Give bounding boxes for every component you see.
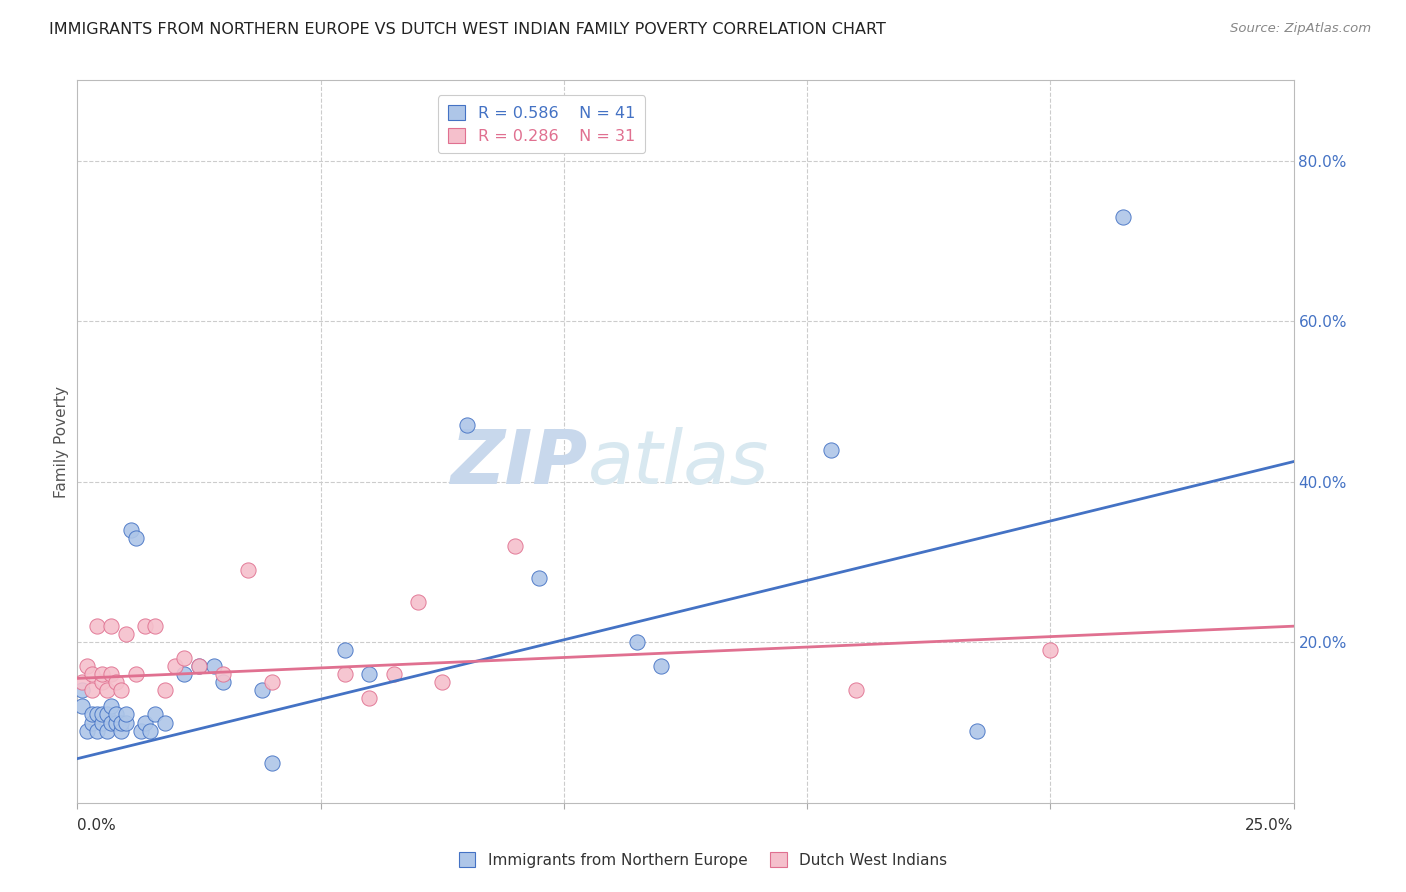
Legend: Immigrants from Northern Europe, Dutch West Indians: Immigrants from Northern Europe, Dutch W… [453,846,953,873]
Point [153,715,176,730]
Point [143,707,166,722]
Text: 0.0%: 0.0% [77,818,117,833]
Point [70,699,93,714]
Point [134,715,156,730]
Point [212,667,235,681]
Point [260,675,283,690]
Legend: R = 0.586    N = 41, R = 0.286    N = 31: R = 0.586 N = 41, R = 0.286 N = 31 [439,95,645,153]
Point [100,667,122,681]
Point [80,707,103,722]
Text: ZIP: ZIP [451,426,588,500]
Point [86,707,108,722]
Point [80,683,103,698]
Point [173,651,195,665]
Point [359,691,381,706]
Point [70,683,93,698]
Text: Source: ZipAtlas.com: Source: ZipAtlas.com [1230,22,1371,36]
Point [503,539,526,553]
Point [76,723,98,738]
Point [163,659,186,673]
Point [80,667,103,681]
Point [529,571,551,585]
Point [76,659,98,673]
Point [143,619,166,633]
Point [129,723,152,738]
Point [212,675,235,690]
Point [626,635,648,649]
Point [333,667,356,681]
Point [820,442,842,457]
Point [406,595,429,609]
Point [70,675,93,690]
Point [90,675,112,690]
Point [125,531,148,545]
Text: 25.0%: 25.0% [1246,818,1294,833]
Text: atlas: atlas [588,427,769,500]
Point [202,659,225,673]
Y-axis label: Family Poverty: Family Poverty [53,385,69,498]
Point [966,723,988,738]
Point [86,619,108,633]
Point [105,715,128,730]
Point [188,659,211,673]
Point [134,619,156,633]
Point [96,723,118,738]
Point [115,707,138,722]
Point [650,659,672,673]
Point [260,756,283,770]
Point [236,563,259,577]
Point [90,715,112,730]
Point [96,707,118,722]
Point [96,683,118,698]
Point [105,707,128,722]
Point [100,699,122,714]
Point [1112,210,1135,224]
Point [1039,643,1062,657]
Point [845,683,868,698]
Point [432,675,454,690]
Point [456,418,478,433]
Point [110,723,132,738]
Point [90,667,112,681]
Point [86,723,108,738]
Point [333,643,356,657]
Point [139,723,162,738]
Point [115,627,138,641]
Point [250,683,273,698]
Point [100,619,122,633]
Point [173,667,195,681]
Point [90,707,112,722]
Point [80,715,103,730]
Point [120,523,142,537]
Point [188,659,211,673]
Text: IMMIGRANTS FROM NORTHERN EUROPE VS DUTCH WEST INDIAN FAMILY POVERTY CORRELATION : IMMIGRANTS FROM NORTHERN EUROPE VS DUTCH… [49,22,886,37]
Point [153,683,176,698]
Point [110,683,132,698]
Point [359,667,381,681]
Point [115,715,138,730]
Point [105,675,128,690]
Point [382,667,405,681]
Point [100,715,122,730]
Point [125,667,148,681]
Point [110,715,132,730]
